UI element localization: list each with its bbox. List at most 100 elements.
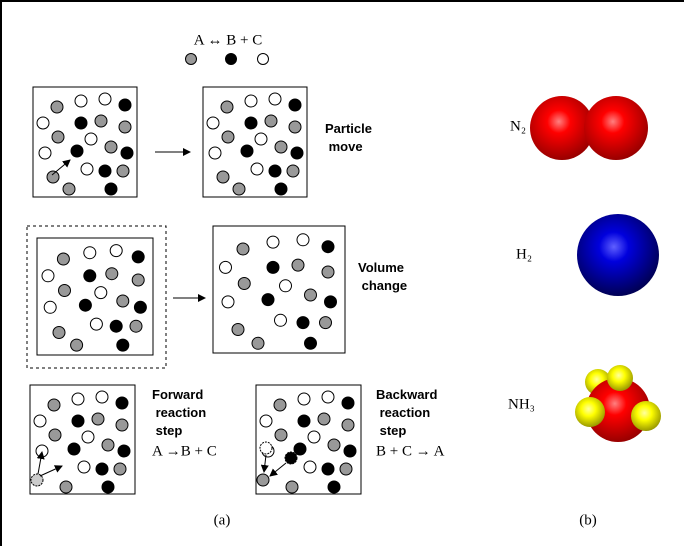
particle-b [226,54,237,65]
particle [252,337,264,349]
particle [298,415,310,427]
particle [90,318,102,330]
particle [308,431,320,443]
reaction: A ↔ B + C [194,32,262,48]
particle [287,165,299,177]
particle [75,95,87,107]
particle [121,147,133,159]
particle [291,147,303,159]
equation: A →B + C [152,443,217,459]
particle [322,391,334,403]
particle [44,301,56,313]
particle [322,266,334,278]
particle [207,117,219,129]
particle [267,236,279,248]
particle [251,163,263,175]
particle [84,270,96,282]
particle [260,442,272,454]
particle-a [186,54,197,65]
particle [116,397,128,409]
particle [110,320,122,332]
particle [260,415,272,427]
particle [68,443,80,455]
particle [116,419,128,431]
molecule-label: N₂ [510,118,526,134]
particle [232,324,244,336]
particle [132,274,144,286]
particle [117,165,129,177]
equation: B + C → A [376,443,445,459]
caption: (a) [214,512,231,528]
particle [49,429,61,441]
particle [71,145,83,157]
label: Volume change [358,260,407,293]
h2 [577,214,659,296]
particle [217,171,229,183]
particle [322,241,334,253]
particle [328,481,340,493]
particle [53,327,65,339]
particle [84,247,96,259]
particle [40,466,62,476]
particle [119,99,131,111]
caption: (b) [579,512,597,528]
particle [52,131,64,143]
particle [221,101,233,113]
nh3 [575,365,661,442]
particle [102,439,114,451]
particle [99,165,111,177]
particle [105,183,117,195]
particle [132,251,144,263]
particle [51,101,63,113]
label: Forward reaction step [152,387,206,438]
particle-c [258,54,269,65]
particle [262,294,274,306]
particle [257,474,269,486]
particle [118,445,130,457]
particle [297,317,309,329]
particle [237,243,249,255]
particle [305,289,317,301]
particle [117,295,129,307]
particle [75,117,87,129]
particle [48,399,60,411]
particle [59,285,71,297]
molecule-label: NH₃ [508,396,535,412]
particle [342,419,354,431]
particle [322,463,334,475]
molecule-label: H₂ [516,246,532,262]
particle [209,147,221,159]
particle [220,261,232,273]
particle [95,287,107,299]
particle [222,296,234,308]
particle [96,463,108,475]
particle [85,133,97,145]
particle [37,117,49,129]
particle [275,141,287,153]
particle [114,463,126,475]
particle [297,234,309,246]
particle [117,339,129,351]
particle [245,117,257,129]
particle [320,317,332,329]
particle [318,413,330,425]
particle [134,301,146,313]
particle [71,339,83,351]
particle [292,259,304,271]
particle [110,245,122,257]
particle [275,429,287,441]
particle [274,399,286,411]
particle [342,397,354,409]
particle [328,439,340,451]
particle [238,278,250,290]
particle [52,160,70,175]
particle [130,320,142,332]
particle [95,115,107,127]
particle [72,415,84,427]
particle [241,145,253,157]
particle [298,393,310,405]
particle [105,141,117,153]
particle [102,481,114,493]
particle [99,93,111,105]
particle [269,165,281,177]
